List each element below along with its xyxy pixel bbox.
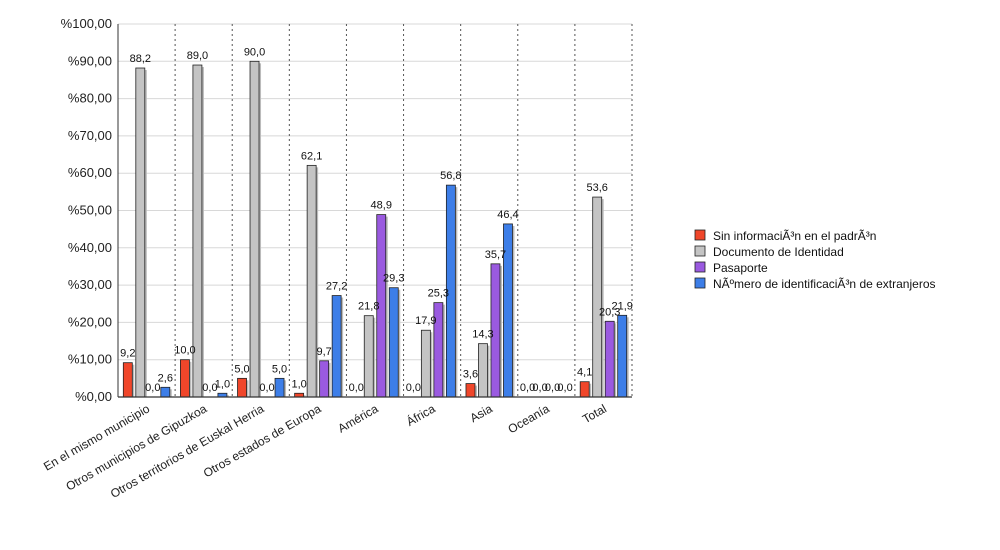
legend: Sin informaciÃ³n en el padrÃ³n Documento … xyxy=(694,229,936,291)
y-tick-label: %60,00 xyxy=(68,165,112,180)
data-label: 9,2 xyxy=(120,348,135,360)
data-label: 0,0 xyxy=(259,382,274,394)
data-label: 17,9 xyxy=(415,315,436,327)
y-tick-label: %40,00 xyxy=(68,240,112,255)
data-labels: 9,288,20,02,610,089,00,01,05,090,00,05,0… xyxy=(120,46,633,394)
bar xyxy=(306,164,317,398)
bar xyxy=(388,287,399,398)
data-label: 21,8 xyxy=(358,301,379,313)
data-label: 14,3 xyxy=(472,329,493,341)
category-label: Asia xyxy=(468,401,495,425)
bar xyxy=(319,360,330,398)
data-label: 3,6 xyxy=(463,369,478,381)
y-tick-label: %10,00 xyxy=(68,352,112,367)
y-tick-label: %90,00 xyxy=(68,53,112,68)
data-label: 0,0 xyxy=(202,382,217,394)
y-tick-label: %50,00 xyxy=(68,203,112,218)
y-tick-label: %70,00 xyxy=(68,128,112,143)
data-label: 0,0 xyxy=(520,382,535,394)
y-tick-label: %0,00 xyxy=(75,389,112,404)
data-label: 21,9 xyxy=(611,300,632,312)
bar xyxy=(363,315,374,398)
data-label: 89,0 xyxy=(187,50,208,62)
data-label: 0,0 xyxy=(557,382,572,394)
bar xyxy=(592,196,603,398)
data-label: 2,6 xyxy=(158,372,173,384)
legend-swatch xyxy=(694,245,706,257)
data-label: 88,2 xyxy=(130,53,151,65)
bar xyxy=(274,377,285,398)
bar xyxy=(160,386,171,398)
legend-swatch xyxy=(694,229,706,241)
legend-swatch xyxy=(694,261,706,273)
bar xyxy=(237,377,247,398)
data-label: 1,0 xyxy=(291,378,306,390)
bar xyxy=(478,343,488,398)
data-label: 1,0 xyxy=(215,378,230,390)
bar xyxy=(180,359,190,398)
bar xyxy=(331,295,342,398)
y-tick-label: %20,00 xyxy=(68,314,112,329)
bar xyxy=(617,314,628,398)
data-label: 5,0 xyxy=(272,363,287,375)
category-label: Oceanía xyxy=(506,401,553,436)
data-label: 56,8 xyxy=(440,170,461,182)
data-label: 20,3 xyxy=(599,306,620,318)
bar xyxy=(122,362,133,398)
data-label: 0,0 xyxy=(145,382,160,394)
legend-entry: Pasaporte xyxy=(713,261,768,275)
data-label: 5,0 xyxy=(234,363,249,375)
bar xyxy=(249,60,260,398)
data-label: 0,0 xyxy=(349,382,364,394)
category-label: América xyxy=(335,401,380,435)
category-label: Total xyxy=(580,401,609,426)
data-label: 90,0 xyxy=(244,46,265,58)
data-label: 9,7 xyxy=(316,346,331,358)
data-label: 48,9 xyxy=(371,200,392,212)
legend-entry: Documento de Identidad xyxy=(713,245,844,259)
data-label: 10,0 xyxy=(174,345,195,357)
data-label: 35,7 xyxy=(485,249,506,261)
y-tick-label: %80,00 xyxy=(68,91,112,106)
data-label: 46,4 xyxy=(497,209,518,221)
bar xyxy=(604,320,615,398)
data-label: 4,1 xyxy=(577,367,592,379)
bars xyxy=(122,60,629,398)
legend-swatch xyxy=(694,277,706,289)
data-label: 29,3 xyxy=(383,273,404,285)
data-label: 25,3 xyxy=(428,288,449,300)
bar xyxy=(135,67,146,398)
legend-entry: Sin informaciÃ³n en el padrÃ³n xyxy=(713,229,876,243)
category-label: África xyxy=(404,400,438,428)
data-label: 0,0 xyxy=(545,382,560,394)
data-label: 62,1 xyxy=(301,150,322,162)
bar xyxy=(579,381,590,398)
data-label: 27,2 xyxy=(326,281,347,293)
axes: %0,00 %10,00 %20,00 %30,00 %40,00 %50,00 %60,0… xyxy=(41,16,632,501)
data-label: 53,6 xyxy=(586,182,607,194)
legend-entry: NÃºmero de identificaciÃ³n de extranjero… xyxy=(713,277,936,291)
data-label: 0,0 xyxy=(406,382,421,394)
y-tick-label: %30,00 xyxy=(68,277,112,292)
bar xyxy=(465,383,476,398)
data-label: 0,0 xyxy=(532,382,547,394)
y-tick-label: %100,00 xyxy=(61,16,112,31)
bar xyxy=(420,329,431,398)
